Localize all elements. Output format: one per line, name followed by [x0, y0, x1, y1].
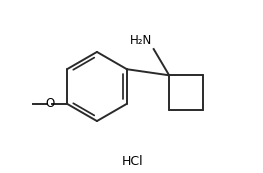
- Text: H₂N: H₂N: [130, 34, 153, 47]
- Text: O: O: [45, 97, 54, 110]
- Text: HCl: HCl: [122, 155, 144, 168]
